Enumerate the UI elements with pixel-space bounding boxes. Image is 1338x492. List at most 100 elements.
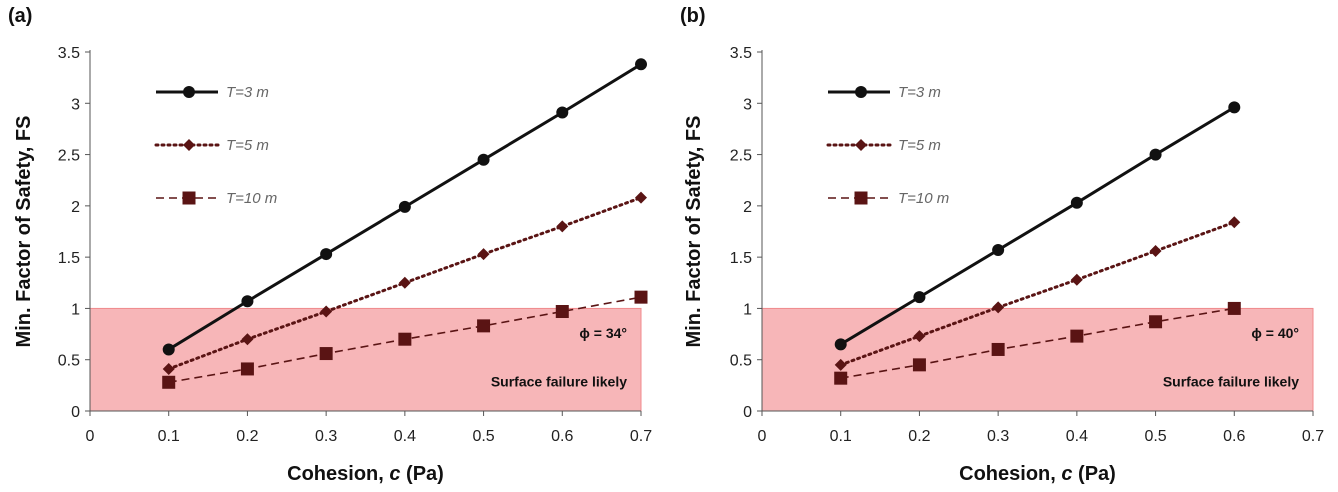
x-tick-label: 0 <box>758 428 767 445</box>
data-point <box>1070 329 1084 343</box>
legend-marker <box>183 139 195 151</box>
data-point <box>320 305 333 318</box>
data-point <box>477 319 491 333</box>
data-point <box>913 330 926 343</box>
data-point <box>240 362 254 376</box>
legend-label: T=5 m <box>898 137 941 154</box>
data-point <box>162 375 176 389</box>
failure-zone <box>89 307 642 412</box>
friction-angle-label: ϕ = 34° <box>579 325 627 341</box>
x-axis-title-unit: (Pa) <box>401 463 444 485</box>
data-point <box>1149 148 1162 161</box>
data-point <box>912 358 926 372</box>
x-tick-label: 0.6 <box>551 428 573 445</box>
data-point <box>555 305 569 319</box>
legend-label: T=10 m <box>226 190 277 207</box>
x-tick-label: 0.4 <box>394 428 416 445</box>
y-tick-label: 2.5 <box>58 148 80 165</box>
data-point <box>398 332 412 346</box>
data-point <box>1149 315 1163 329</box>
data-point <box>913 291 926 304</box>
series-t-5-m <box>834 216 1241 371</box>
x-tick-label: 0.6 <box>1223 428 1245 445</box>
data-point <box>1227 301 1241 315</box>
data-point <box>834 338 847 351</box>
data-point <box>241 333 254 346</box>
data-point <box>477 153 490 166</box>
data-point <box>556 106 569 119</box>
x-axis-title: Cohesion, c (Pa) <box>959 463 1116 485</box>
x-tick-label: 0.5 <box>1144 428 1166 445</box>
chart-panel-a: (a) 0 0.5 1 1.5 2 2.5 3 3.5 0 0.1 0.2 0.3 0.4 0.5 0.6 0.… <box>8 5 652 485</box>
y-tick-label: 0 <box>743 404 752 421</box>
data-point <box>319 347 333 361</box>
x-tick-label: 0.1 <box>830 428 852 445</box>
failure-zone-label: Surface failure likely <box>491 373 627 389</box>
y-tick-label: 1 <box>743 301 752 318</box>
panel-label: (b) <box>680 5 706 27</box>
data-point <box>556 220 569 233</box>
legend-marker <box>855 86 867 98</box>
series-t-10-m <box>834 301 1241 385</box>
x-tick-label: 0 <box>86 428 95 445</box>
x-tick-label: 0.7 <box>630 428 652 445</box>
series-t-5-m <box>162 191 647 375</box>
data-point <box>162 343 175 356</box>
x-tick-label: 0.2 <box>236 428 258 445</box>
x-axis-title-var: c <box>389 463 400 485</box>
x-tick-label: 0.4 <box>1066 428 1088 445</box>
data-point <box>992 243 1005 256</box>
x-tick-label: 0.2 <box>908 428 930 445</box>
data-point <box>834 358 847 371</box>
y-tick-label: 1 <box>71 301 80 318</box>
x-tick-label: 0.1 <box>158 428 180 445</box>
x-tick-label: 0.3 <box>315 428 337 445</box>
friction-angle-label: ϕ = 40° <box>1251 325 1299 341</box>
data-point <box>1228 101 1241 114</box>
data-point <box>241 295 254 308</box>
legend-marker <box>183 86 195 98</box>
y-axis-title: Min. Factor of Safety, FS <box>683 116 705 348</box>
data-point <box>635 58 647 71</box>
series-line <box>839 220 1236 367</box>
data-point <box>398 200 411 213</box>
y-tick-label: 1.5 <box>730 250 752 267</box>
legend-label: T=10 m <box>898 190 949 207</box>
x-axis-title-text: Cohesion, <box>959 463 1061 485</box>
y-axis-title: Min. Factor of Safety, FS <box>13 116 35 348</box>
legend-marker <box>182 191 196 205</box>
data-point <box>634 290 648 304</box>
legend-marker <box>855 139 867 151</box>
y-tick-label: 3.5 <box>58 45 80 62</box>
data-point <box>635 191 647 204</box>
legend-label: T=3 m <box>226 84 269 101</box>
x-axis-title: Cohesion, c (Pa) <box>287 463 444 485</box>
x-tick-label: 0.5 <box>472 428 494 445</box>
data-point <box>320 248 333 261</box>
failure-zone <box>761 307 1314 412</box>
series-line <box>839 106 1236 346</box>
x-axis-title-var: c <box>1061 463 1072 485</box>
x-tick-label: 0.7 <box>1302 428 1324 445</box>
x-tick-label: 0.3 <box>987 428 1009 445</box>
legend-marker <box>854 191 868 205</box>
data-point <box>162 362 175 375</box>
data-point <box>398 276 411 289</box>
series-t-3-m <box>834 101 1241 351</box>
data-point <box>834 371 848 385</box>
series-t-10-m <box>162 290 648 389</box>
y-tick-label: 3.5 <box>730 45 752 62</box>
y-tick-label: 1.5 <box>58 250 80 267</box>
series-line <box>840 307 1235 379</box>
data-point <box>992 301 1005 314</box>
data-point <box>477 248 490 261</box>
y-tick-label: 0 <box>71 404 80 421</box>
data-point <box>1070 196 1083 209</box>
chart-panel-b: (b) 0 0.5 1 1.5 2 2.5 3 3.5 0 0.1 0.2 0.3 0.4 0.5 0.6 0.… <box>680 5 1324 485</box>
series-t-3-m <box>162 58 647 356</box>
y-tick-label: 0.5 <box>730 353 752 370</box>
y-tick-label: 2 <box>743 199 752 216</box>
y-tick-label: 2.5 <box>730 148 752 165</box>
y-tick-label: 3 <box>743 96 752 113</box>
